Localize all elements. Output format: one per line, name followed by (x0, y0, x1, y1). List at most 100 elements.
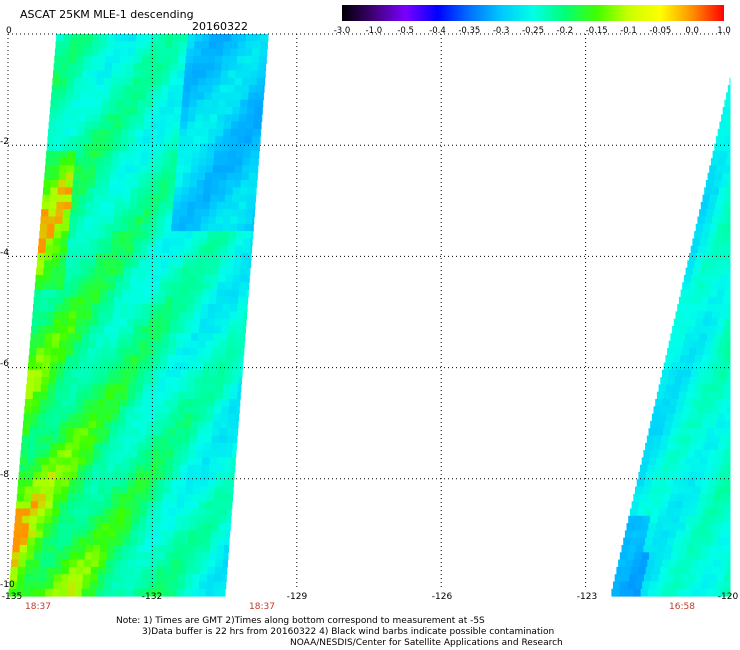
data-cell (211, 355, 219, 363)
data-cell (225, 442, 234, 451)
data-cell (144, 457, 152, 466)
data-cell (182, 260, 191, 269)
data-cell (177, 581, 185, 590)
data-cell (65, 435, 74, 444)
data-cell (92, 201, 101, 210)
data-cell (52, 333, 61, 342)
color-scale-label: -0.3 (492, 26, 510, 36)
data-cell (137, 282, 145, 290)
data-cell (180, 121, 188, 130)
data-cell (203, 99, 212, 108)
data-cell (167, 187, 175, 196)
data-cell (165, 209, 173, 217)
data-cell (199, 406, 208, 415)
data-cell (713, 399, 722, 407)
data-cell (39, 231, 48, 239)
data-cell (157, 472, 166, 480)
data-cell (158, 289, 167, 298)
data-cell (126, 70, 134, 79)
data-cell (723, 260, 731, 269)
data-cell (22, 508, 31, 517)
data-cell (178, 311, 187, 320)
data-cell (140, 326, 149, 334)
data-cell (236, 311, 245, 320)
data-cell (173, 194, 182, 203)
data-cell (90, 231, 99, 239)
data-cell (664, 515, 673, 524)
color-scale-label: -0.15 (585, 26, 608, 36)
data-cell (140, 238, 149, 247)
data-cell (97, 574, 106, 582)
data-cell (177, 493, 186, 502)
data-cell (651, 508, 660, 517)
data-cell (147, 413, 156, 422)
data-cell (31, 318, 40, 327)
data-cell (99, 41, 108, 50)
data-cell (692, 267, 701, 276)
data-cell (227, 77, 236, 86)
data-cell (95, 508, 104, 517)
data-cell (224, 369, 233, 378)
data-cell (217, 201, 225, 210)
data-cell (203, 107, 211, 115)
data-cell (218, 99, 227, 108)
data-cell (166, 450, 175, 458)
data-cell (97, 486, 106, 495)
data-cell (36, 347, 45, 356)
data-cell (229, 143, 238, 152)
data-cell (122, 201, 130, 210)
data-cell (240, 180, 249, 188)
data-cell (113, 384, 122, 393)
data-cell (90, 566, 99, 575)
data-cell (238, 121, 247, 130)
data-cell (627, 552, 635, 561)
data-cell (137, 274, 146, 283)
data-cell (34, 369, 43, 378)
data-cell (174, 187, 183, 196)
data-cell (254, 99, 263, 108)
data-cell (198, 588, 207, 597)
data-cell (190, 508, 199, 517)
data-cell (149, 479, 158, 488)
data-cell (234, 172, 242, 181)
data-cell (141, 311, 150, 320)
data-cell (693, 581, 702, 590)
data-cell (123, 442, 132, 451)
data-cell (90, 574, 98, 582)
data-cell (700, 457, 708, 466)
data-cell (190, 85, 199, 93)
data-cell (169, 165, 177, 174)
data-cell (729, 391, 731, 400)
data-cell (181, 187, 190, 196)
data-cell (60, 150, 69, 159)
data-cell (97, 143, 106, 152)
data-cell (188, 274, 197, 283)
data-cell (224, 450, 233, 458)
data-cell (724, 194, 731, 203)
data-cell (650, 420, 658, 429)
data-cell (125, 158, 134, 166)
data-cell (33, 472, 41, 480)
data-cell (46, 231, 55, 239)
data-cell (122, 194, 131, 203)
data-cell (166, 362, 175, 371)
data-cell (108, 107, 117, 115)
data-cell (213, 326, 222, 334)
data-cell (248, 180, 256, 188)
data-cell (140, 493, 149, 502)
data-cell (94, 442, 102, 451)
data-cell (103, 165, 112, 174)
data-cell (24, 493, 32, 502)
data-cell (137, 450, 146, 458)
data-cell (74, 333, 83, 342)
data-cell (95, 172, 104, 181)
data-cell (174, 107, 182, 115)
data-cell (157, 384, 166, 393)
data-cell (86, 450, 94, 458)
data-cell (140, 501, 148, 509)
data-cell (114, 201, 123, 210)
data-cell (106, 384, 115, 393)
data-cell (13, 537, 21, 546)
data-cell (68, 311, 77, 320)
data-cell (724, 318, 731, 327)
